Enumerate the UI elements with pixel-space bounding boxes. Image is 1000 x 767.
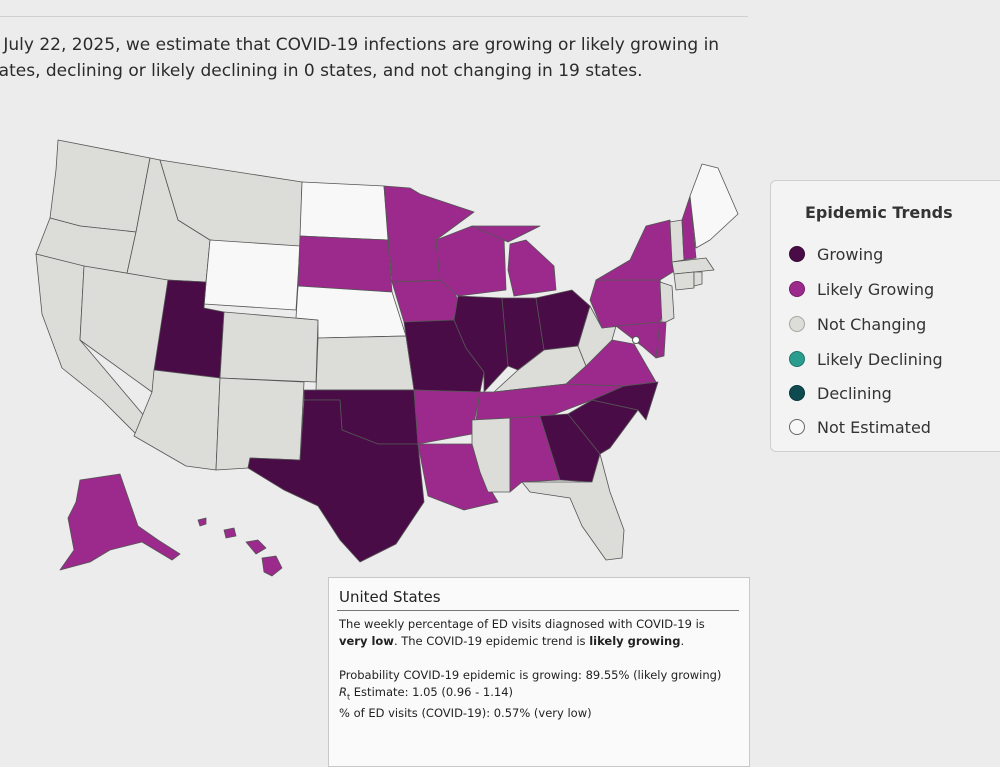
state-NM[interactable] — [215, 377, 305, 471]
legend-item-declining[interactable]: Declining — [789, 381, 892, 405]
info-line-2-mid: . The COVID-19 epidemic trend is — [393, 634, 590, 648]
summary-line-2: tates, declining or likely declining in … — [0, 61, 643, 81]
legend-swatch-not-estimated — [789, 419, 805, 435]
ed-level-value: very low — [339, 634, 394, 648]
state-AK[interactable] — [59, 473, 181, 571]
epidemic-trend-value: likely growing — [589, 634, 681, 648]
legend-swatch-declining — [789, 385, 805, 401]
legend-item-not-estimated[interactable]: Not Estimated — [789, 415, 931, 439]
info-line-2-end: . — [680, 634, 685, 648]
legend-swatch-growing — [789, 246, 805, 262]
info-line-1: The weekly percentage of ED visits diagn… — [339, 617, 705, 631]
state-WY[interactable] — [203, 239, 301, 311]
legend-item-growing[interactable]: Growing — [789, 242, 883, 266]
info-body: The weekly percentage of ED visits diagn… — [339, 616, 735, 722]
state-NH[interactable] — [681, 195, 697, 261]
legend-label: Likely Growing — [817, 279, 935, 299]
state-NJ[interactable] — [659, 281, 675, 325]
dc-marker[interactable] — [632, 336, 640, 344]
legend-panel: Epidemic Trends Growing Likely Growing N… — [770, 180, 1000, 452]
growth-probability: Probability COVID-19 epidemic is growing… — [339, 668, 722, 682]
state-RI[interactable] — [693, 271, 703, 287]
legend-title: Epidemic Trends — [805, 203, 953, 222]
legend-label: Likely Declining — [817, 349, 943, 369]
info-description: The weekly percentage of ED visits diagn… — [339, 616, 735, 650]
state-SD[interactable] — [297, 235, 393, 293]
state-ND[interactable] — [299, 181, 389, 241]
legend-label: Growing — [817, 244, 884, 264]
rt-subscript: t — [347, 692, 351, 702]
state-PA[interactable] — [589, 279, 667, 329]
state-FL[interactable] — [521, 453, 625, 561]
legend-label: Declining — [817, 383, 892, 403]
state-KS[interactable] — [315, 335, 415, 391]
us-state-map — [35, 139, 739, 577]
state-MA[interactable] — [671, 257, 715, 275]
legend-swatch-likely-declining — [789, 351, 805, 367]
legend-label: Not Changing — [817, 314, 927, 334]
state-MI[interactable] — [471, 225, 557, 297]
legend-label: Not Estimated — [817, 417, 931, 437]
state-CT[interactable] — [673, 271, 695, 291]
legend-swatch-not-changing — [789, 316, 805, 332]
state-info-panel: United States The weekly percentage of E… — [328, 577, 750, 767]
state-CO[interactable] — [219, 311, 319, 383]
summary-line-1: f July 22, 2025, we estimate that COVID-… — [0, 35, 720, 55]
info-divider — [337, 610, 739, 611]
top-divider — [0, 16, 748, 17]
rt-estimate: Rt Estimate: 1.05 (0.96 - 1.14) — [339, 684, 735, 705]
state-HI[interactable] — [197, 517, 283, 577]
legend-swatch-likely-growing — [789, 281, 805, 297]
trend-summary: f July 22, 2025, we estimate that COVID-… — [0, 32, 752, 84]
info-title: United States — [339, 588, 441, 606]
state-NY[interactable] — [595, 219, 677, 281]
state-ME[interactable] — [689, 163, 739, 249]
rt-symbol: R — [339, 685, 347, 699]
ed-visits-percent: % of ED visits (COVID-19): 0.57% (very l… — [339, 706, 592, 721]
legend-item-likely-declining[interactable]: Likely Declining — [789, 347, 943, 371]
state-WA[interactable] — [49, 139, 151, 233]
state-AR[interactable] — [413, 389, 481, 445]
state-NC[interactable] — [591, 381, 659, 421]
state-DE[interactable] — [655, 321, 667, 359]
legend-item-likely-growing[interactable]: Likely Growing — [789, 277, 934, 301]
state-AL[interactable] — [509, 415, 561, 493]
state-TX[interactable] — [247, 399, 425, 563]
state-SC[interactable] — [567, 399, 639, 455]
legend-item-not-changing[interactable]: Not Changing — [789, 312, 926, 336]
state-VT[interactable] — [669, 219, 685, 263]
rt-text: Estimate: 1.05 (0.96 - 1.14) — [350, 685, 514, 699]
